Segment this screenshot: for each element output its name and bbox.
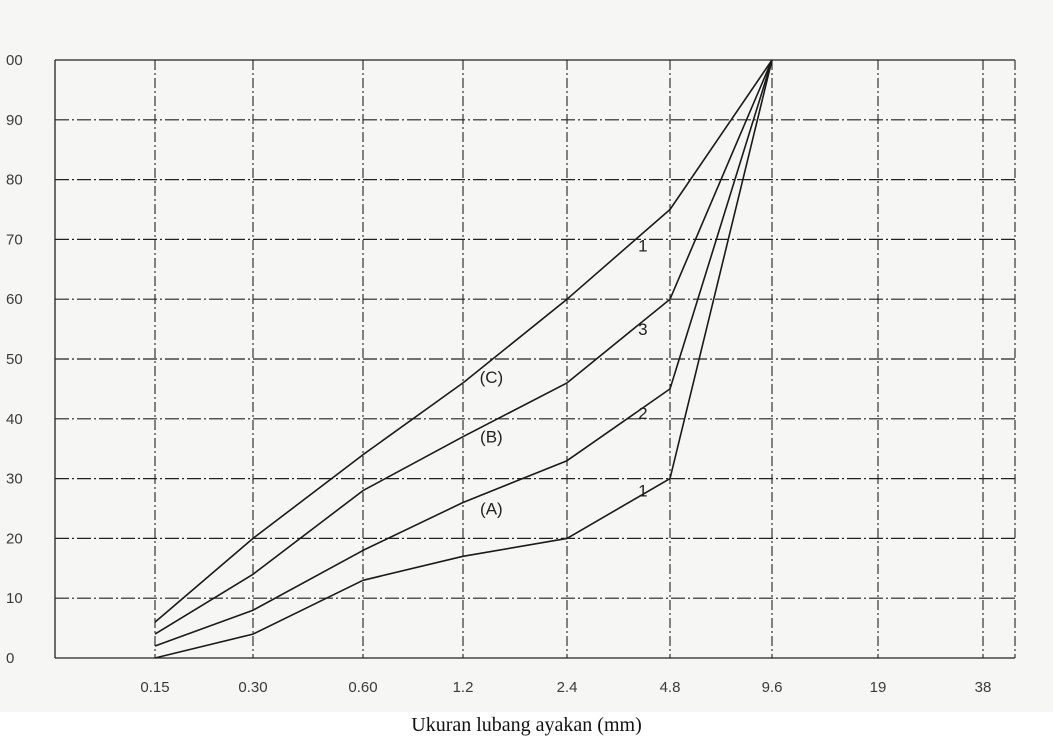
x-tick-label: 38 — [975, 679, 992, 696]
curve-label: (B) — [480, 428, 503, 447]
grading-curve-3 — [154, 59, 773, 647]
y-tick-label: 20 — [6, 530, 23, 547]
grading-curve-2 — [154, 59, 773, 635]
y-tick-label: 60 — [6, 291, 23, 308]
y-tick-label: 40 — [6, 411, 23, 428]
x-tick-label: 1.2 — [453, 679, 474, 696]
grading-curve-4 — [154, 59, 773, 659]
x-tick-label: 0.60 — [348, 679, 377, 696]
y-tick-label: 90 — [6, 112, 23, 129]
y-tick-label: 80 — [6, 172, 23, 189]
x-tick-label: 4.8 — [660, 679, 681, 696]
curve-label: 3 — [638, 320, 647, 339]
y-tick-label: 00 — [6, 52, 23, 69]
curve-label: 1 — [638, 482, 647, 501]
y-tick-label: 0 — [6, 650, 14, 667]
curve-label: (A) — [480, 499, 503, 518]
grading-curve-1 — [154, 59, 773, 623]
grading-curve-chart: 0 10 20 30 40 50 60 70 80 90 00 0.15 0.30 0.60 1.2 2.4 4… — [6, 52, 1016, 696]
x-tick-label: 19 — [870, 679, 887, 696]
y-tick-label: 10 — [6, 590, 23, 607]
y-tick-label: 70 — [6, 231, 23, 248]
x-tick-label: 0.15 — [140, 679, 169, 696]
x-axis-label: Ukuran lubang ayakan (mm) — [411, 714, 642, 736]
curve-label: 2 — [638, 404, 647, 423]
curve-label: (C) — [480, 368, 504, 387]
curve-label: 1 — [638, 236, 647, 255]
x-tick-label: 9.6 — [762, 679, 783, 696]
x-tick-label: 0.30 — [238, 679, 267, 696]
y-tick-label: 50 — [6, 351, 23, 368]
x-tick-label: 2.4 — [557, 679, 578, 696]
y-tick-label: 30 — [6, 471, 23, 488]
